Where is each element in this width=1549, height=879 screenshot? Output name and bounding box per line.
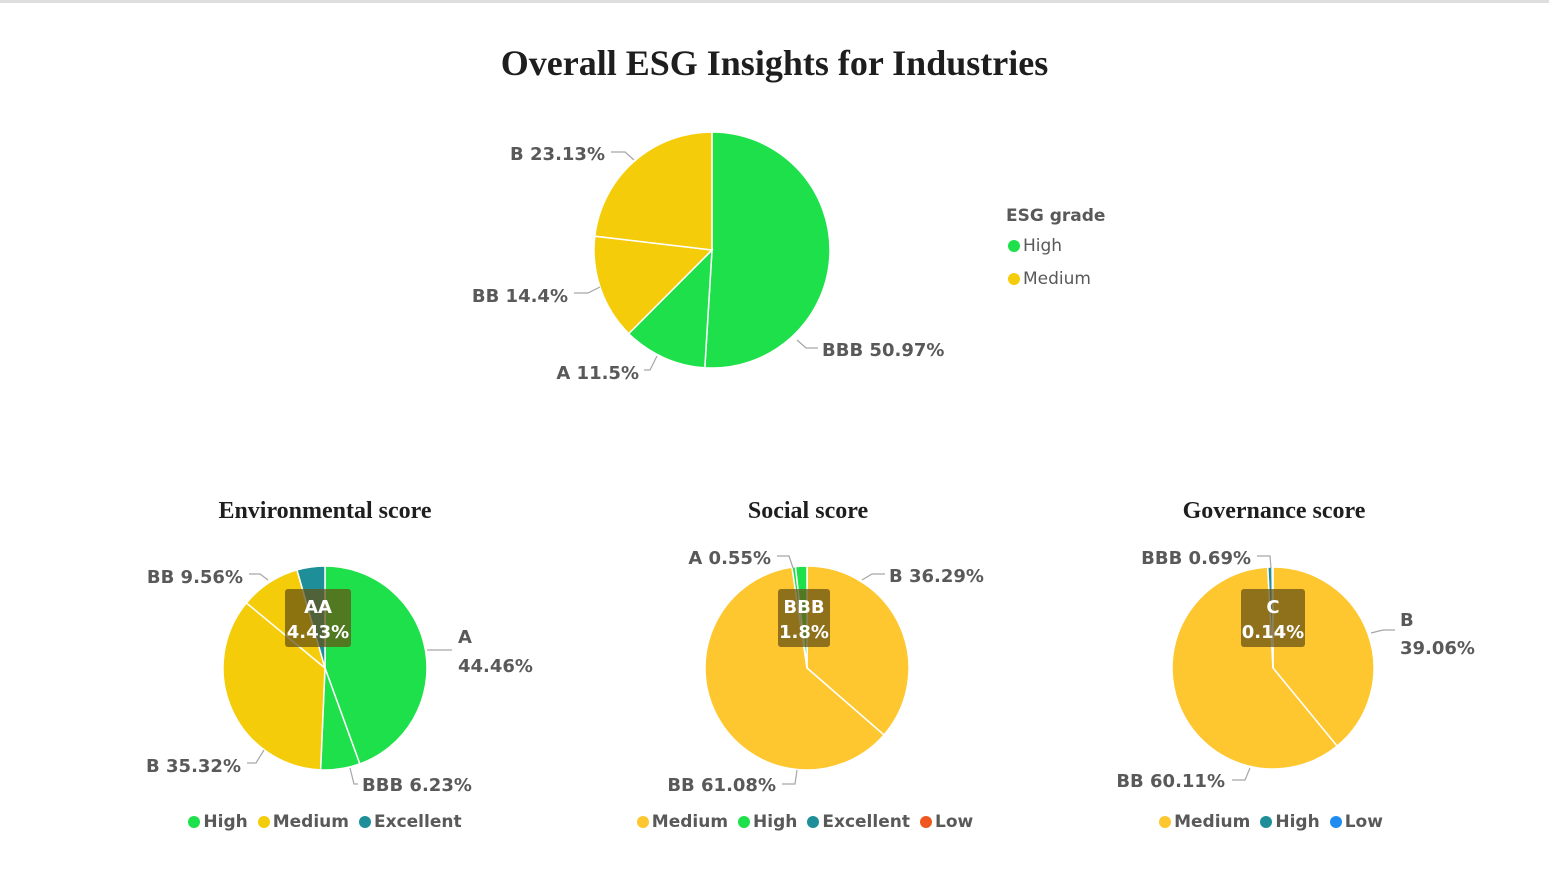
data-label: BBB 0.69% xyxy=(1141,548,1251,569)
top-border xyxy=(0,0,1549,3)
leader-line xyxy=(782,769,798,785)
data-label: BBB 6.23% xyxy=(362,775,472,796)
legend-dot xyxy=(636,816,649,828)
leader-line xyxy=(1257,555,1272,569)
pie-slice-bb xyxy=(704,566,886,771)
data-label: BBB xyxy=(783,597,824,618)
pie-slice-b xyxy=(222,601,326,771)
data-label: A 0.55% xyxy=(688,548,771,569)
data-label: AA xyxy=(304,597,332,618)
data-label: B 35.32% xyxy=(146,756,241,777)
legend-item[interactable]: Low xyxy=(919,812,974,832)
leader-line xyxy=(574,286,601,294)
legend-label: High xyxy=(203,812,248,832)
legend-item[interactable]: Excellent xyxy=(807,812,910,832)
page-title: Overall ESG Insights for Industries xyxy=(500,43,1049,83)
legend-label: Medium xyxy=(1023,269,1091,289)
data-label: BB 61.08% xyxy=(667,775,776,796)
data-label: 1.8% xyxy=(779,622,829,643)
legend-dot-medium xyxy=(1008,273,1020,285)
data-label: 0.14% xyxy=(1242,622,1304,643)
leader-line xyxy=(611,151,635,161)
data-label: B 23.13% xyxy=(510,144,605,165)
environmental-chart-title: Environmental score xyxy=(218,498,432,524)
environmental-legend: High Medium Excellent xyxy=(125,812,525,832)
data-label: 44.46% xyxy=(458,656,533,677)
legend-item[interactable]: Excellent xyxy=(358,812,462,832)
data-label: A xyxy=(458,627,472,648)
legend-title: ESG grade xyxy=(1006,206,1106,226)
leader-line xyxy=(1232,767,1251,781)
legend-dot xyxy=(919,816,932,828)
leader-line xyxy=(247,749,265,764)
legend-item[interactable]: Low xyxy=(1329,812,1383,832)
data-label: A 11.5% xyxy=(556,363,639,384)
pie-slice-bbb xyxy=(704,131,831,369)
pie-slice-bb xyxy=(1171,566,1339,770)
social-chart-title: Social score xyxy=(747,498,869,524)
legend-item[interactable]: High xyxy=(1260,812,1320,832)
legend-item[interactable]: High xyxy=(738,812,797,832)
legend-item[interactable]: Medium xyxy=(1159,812,1250,832)
legend-dot xyxy=(1329,816,1342,828)
legend-label: Medium xyxy=(651,812,729,832)
legend-label: Low xyxy=(1344,812,1383,832)
data-label: B 36.29% xyxy=(889,566,984,587)
legend-dot xyxy=(358,816,371,828)
legend-dot xyxy=(1260,816,1273,828)
social-legend: Medium High Excellent Low xyxy=(605,812,1005,832)
legend-dot-high xyxy=(1008,240,1020,252)
governance-chart-title: Governance score xyxy=(1182,498,1366,524)
pie-slice-b xyxy=(593,131,713,251)
legend-label: Medium xyxy=(272,812,349,832)
data-label: BB 14.4% xyxy=(472,286,568,307)
leader-line xyxy=(349,767,358,785)
pie-slice-b xyxy=(806,565,910,736)
data-label: BB 9.56% xyxy=(147,567,243,588)
leader-line xyxy=(249,573,269,581)
pie-slice-a xyxy=(627,248,713,369)
legend-label: High xyxy=(1275,812,1320,832)
legend-dot xyxy=(257,816,270,828)
data-label-box xyxy=(1241,589,1305,647)
legend-item[interactable]: High xyxy=(188,812,248,832)
data-label: C xyxy=(1266,597,1279,618)
data-label: B xyxy=(1400,610,1414,631)
legend-item-medium[interactable]: Medium xyxy=(1008,269,1091,289)
data-label-box xyxy=(285,589,351,647)
data-label-box xyxy=(778,589,830,647)
legend-item[interactable]: Medium xyxy=(257,812,349,832)
data-label: BBB 50.97% xyxy=(822,340,944,361)
legend-label: Excellent xyxy=(822,812,910,832)
leader-line xyxy=(777,555,794,569)
legend-item-high[interactable]: High xyxy=(1008,236,1062,256)
legend-label: Low xyxy=(934,812,974,832)
leader-line xyxy=(1370,629,1395,634)
leader-line xyxy=(796,339,818,349)
legend-label: Medium xyxy=(1174,812,1251,832)
legend-dot xyxy=(1159,816,1172,828)
data-label: 39.06% xyxy=(1400,638,1475,659)
data-label: 4.43% xyxy=(287,622,349,643)
legend-dot xyxy=(738,816,751,828)
legend-label: High xyxy=(753,812,798,832)
leader-line xyxy=(644,355,658,371)
pie-slice-bb xyxy=(593,235,714,335)
legend-dot xyxy=(188,816,201,828)
legend-dot xyxy=(807,816,820,828)
legend-item[interactable]: Medium xyxy=(636,812,729,832)
legend-label: Excellent xyxy=(373,812,462,832)
data-label: BB 60.11% xyxy=(1116,771,1225,792)
leader-line xyxy=(861,573,885,581)
legend-label: High xyxy=(1023,236,1063,256)
governance-legend: Medium High Low xyxy=(1071,812,1471,832)
